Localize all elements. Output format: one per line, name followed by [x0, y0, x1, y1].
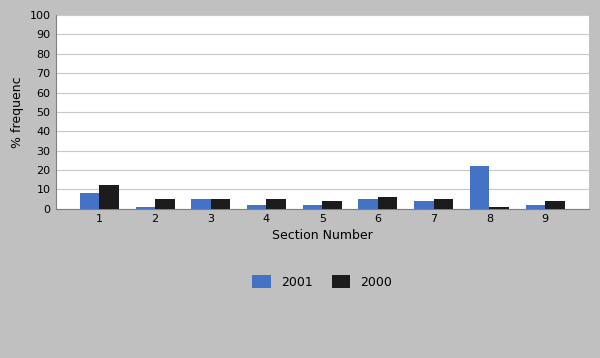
- Y-axis label: % frequenc: % frequenc: [11, 76, 24, 148]
- Bar: [414, 201, 434, 209]
- Bar: [191, 199, 211, 209]
- Bar: [545, 201, 565, 209]
- Bar: [99, 185, 119, 209]
- Bar: [136, 207, 155, 209]
- Bar: [80, 193, 99, 209]
- X-axis label: Section Number: Section Number: [272, 229, 373, 242]
- Bar: [303, 205, 322, 209]
- Bar: [266, 199, 286, 209]
- Bar: [155, 199, 175, 209]
- Bar: [322, 201, 342, 209]
- Bar: [490, 207, 509, 209]
- Bar: [378, 197, 397, 209]
- Bar: [358, 199, 378, 209]
- Bar: [434, 199, 453, 209]
- Bar: [247, 205, 266, 209]
- Bar: [470, 166, 490, 209]
- Bar: [211, 199, 230, 209]
- Legend: 2001, 2000: 2001, 2000: [246, 269, 398, 295]
- Bar: [526, 205, 545, 209]
